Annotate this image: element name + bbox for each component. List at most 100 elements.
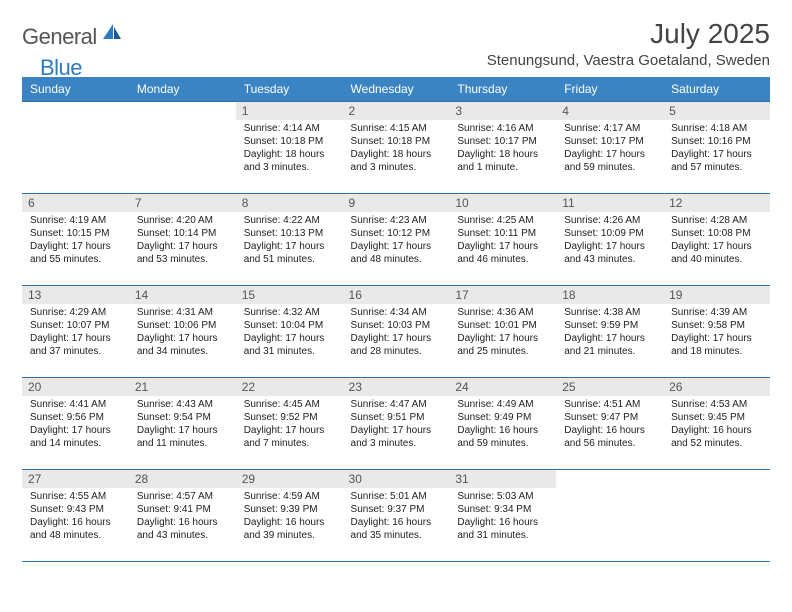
day-header: Thursday (449, 77, 556, 102)
daylight-text: Daylight: 17 hours and 7 minutes. (244, 424, 337, 450)
calendar-day: 8Sunrise: 4:22 AMSunset: 10:13 PMDayligh… (236, 194, 343, 286)
calendar-day: 25 Sunrise: 4:51 AMSunset: 9:47 PMDayligh… (556, 378, 663, 470)
day-details: Sunrise: 4:16 AMSunset: 10:17 PMDaylight… (455, 122, 550, 174)
day-number: 6 (22, 194, 129, 212)
day-number: 29 (236, 470, 343, 488)
day-number: 16 (343, 286, 450, 304)
day-details: Sunrise: 4:38 AMSunset: 9:59 PMDaylight:… (562, 306, 657, 358)
day-number: 26 (663, 378, 770, 396)
sunrise-text: Sunrise: 4:31 AM (137, 306, 230, 319)
calendar-day: 23Sunrise: 4:47 AMSunset: 9:51 PMDayligh… (343, 378, 450, 470)
calendar-day: 2Sunrise: 4:15 AMSunset: 10:18 PMDayligh… (343, 102, 450, 194)
daylight-text: Daylight: 16 hours and 59 minutes. (457, 424, 550, 450)
daylight-text: Daylight: 17 hours and 11 minutes. (137, 424, 230, 450)
daylight-text: Daylight: 16 hours and 39 minutes. (244, 516, 337, 542)
logo: General (22, 24, 125, 50)
day-details: Sunrise: 4:51 AMSunset: 9:47 PMDaylight:… (562, 398, 657, 450)
calendar-day: 30Sunrise: 5:01 AMSunset: 9:37 PMDayligh… (343, 470, 450, 562)
sunset-text: Sunset: 10:18 PM (351, 135, 444, 148)
calendar-table: SundayMondayTuesdayWednesdayThursdayFrid… (22, 77, 770, 562)
calendar-day: 31 Sunrise: 5:03 AMSunset: 9:34 PMDayligh… (449, 470, 556, 562)
sunset-text: Sunset: 10:09 PM (564, 227, 657, 240)
sail-icon (101, 22, 123, 47)
daylight-text: Daylight: 17 hours and 25 minutes. (457, 332, 550, 358)
day-number: 25 (556, 378, 663, 396)
daylight-text: Daylight: 17 hours and 57 minutes. (671, 148, 764, 174)
header-row: General July 2025 Stenungsund, Vaestra G… (22, 18, 770, 75)
calendar-week: 1Sunrise: 4:14 AMSunset: 10:18 PMDayligh… (22, 102, 770, 194)
day-details: Sunrise: 4:31 AMSunset: 10:06 PMDaylight… (135, 306, 230, 358)
day-details: Sunrise: 4:14 AMSunset: 10:18 PMDaylight… (242, 122, 337, 174)
day-details: Sunrise: 4:28 AMSunset: 10:08 PMDaylight… (669, 214, 764, 266)
day-number: 12 (663, 194, 770, 212)
calendar-empty (22, 102, 129, 194)
day-details: Sunrise: 4:18 AMSunset: 10:16 PMDaylight… (669, 122, 764, 174)
calendar-day: 5 Sunrise: 4:18 AMSunset: 10:16 PMDayligh… (663, 102, 770, 194)
daylight-text: Daylight: 18 hours and 3 minutes. (351, 148, 444, 174)
logo-text-general: General (22, 24, 97, 50)
sunset-text: Sunset: 9:47 PM (564, 411, 657, 424)
calendar-header: SundayMondayTuesdayWednesdayThursdayFrid… (22, 77, 770, 102)
day-number: 31 (449, 470, 556, 488)
day-details: Sunrise: 5:03 AMSunset: 9:34 PMDaylight:… (455, 490, 550, 542)
sunrise-text: Sunrise: 4:14 AM (244, 122, 337, 135)
day-details: Sunrise: 4:49 AMSunset: 9:49 PMDaylight:… (455, 398, 550, 450)
sunset-text: Sunset: 10:12 PM (351, 227, 444, 240)
daylight-text: Daylight: 16 hours and 31 minutes. (457, 516, 550, 542)
day-header: Monday (129, 77, 236, 102)
daylight-text: Daylight: 17 hours and 31 minutes. (244, 332, 337, 358)
day-details: Sunrise: 4:29 AMSunset: 10:07 PMDaylight… (28, 306, 123, 358)
sunset-text: Sunset: 10:15 PM (30, 227, 123, 240)
daylight-text: Daylight: 17 hours and 21 minutes. (564, 332, 657, 358)
daylight-text: Daylight: 18 hours and 1 minute. (457, 148, 550, 174)
sunrise-text: Sunrise: 4:20 AM (137, 214, 230, 227)
day-details: Sunrise: 4:17 AMSunset: 10:17 PMDaylight… (562, 122, 657, 174)
sunset-text: Sunset: 10:07 PM (30, 319, 123, 332)
day-details: Sunrise: 4:47 AMSunset: 9:51 PMDaylight:… (349, 398, 444, 450)
daylight-text: Daylight: 18 hours and 3 minutes. (244, 148, 337, 174)
sunset-text: Sunset: 9:59 PM (564, 319, 657, 332)
daylight-text: Daylight: 17 hours and 18 minutes. (671, 332, 764, 358)
sunrise-text: Sunrise: 4:16 AM (457, 122, 550, 135)
calendar-day: 26 Sunrise: 4:53 AMSunset: 9:45 PMDayligh… (663, 378, 770, 470)
day-details: Sunrise: 4:25 AMSunset: 10:11 PMDaylight… (455, 214, 550, 266)
day-number: 5 (663, 102, 770, 120)
sunset-text: Sunset: 10:18 PM (244, 135, 337, 148)
daylight-text: Daylight: 17 hours and 40 minutes. (671, 240, 764, 266)
day-details: Sunrise: 4:53 AMSunset: 9:45 PMDaylight:… (669, 398, 764, 450)
sunset-text: Sunset: 10:11 PM (457, 227, 550, 240)
sunrise-text: Sunrise: 4:36 AM (457, 306, 550, 319)
daylight-text: Daylight: 16 hours and 48 minutes. (30, 516, 123, 542)
calendar-day: 13Sunrise: 4:29 AMSunset: 10:07 PMDaylig… (22, 286, 129, 378)
sunset-text: Sunset: 9:37 PM (351, 503, 444, 516)
calendar-week: 6Sunrise: 4:19 AMSunset: 10:15 PMDayligh… (22, 194, 770, 286)
sunset-text: Sunset: 9:52 PM (244, 411, 337, 424)
daylight-text: Daylight: 17 hours and 34 minutes. (137, 332, 230, 358)
calendar-day: 11Sunrise: 4:26 AMSunset: 10:09 PMDaylig… (556, 194, 663, 286)
sunrise-text: Sunrise: 4:51 AM (564, 398, 657, 411)
day-details: Sunrise: 4:34 AMSunset: 10:03 PMDaylight… (349, 306, 444, 358)
day-number: 9 (343, 194, 450, 212)
sunset-text: Sunset: 10:17 PM (564, 135, 657, 148)
calendar-day: 7Sunrise: 4:20 AMSunset: 10:14 PMDayligh… (129, 194, 236, 286)
daylight-text: Daylight: 17 hours and 48 minutes. (351, 240, 444, 266)
sunset-text: Sunset: 10:04 PM (244, 319, 337, 332)
daylight-text: Daylight: 16 hours and 43 minutes. (137, 516, 230, 542)
day-number: 11 (556, 194, 663, 212)
calendar-day: 29Sunrise: 4:59 AMSunset: 9:39 PMDayligh… (236, 470, 343, 562)
daylight-text: Daylight: 16 hours and 52 minutes. (671, 424, 764, 450)
day-header: Saturday (663, 77, 770, 102)
day-details: Sunrise: 4:41 AMSunset: 9:56 PMDaylight:… (28, 398, 123, 450)
day-number: 8 (236, 194, 343, 212)
calendar-body: 1Sunrise: 4:14 AMSunset: 10:18 PMDayligh… (22, 102, 770, 562)
daylight-text: Daylight: 17 hours and 55 minutes. (30, 240, 123, 266)
daylight-text: Daylight: 17 hours and 3 minutes. (351, 424, 444, 450)
day-number: 15 (236, 286, 343, 304)
daylight-text: Daylight: 17 hours and 14 minutes. (30, 424, 123, 450)
sunrise-text: Sunrise: 4:29 AM (30, 306, 123, 319)
sunrise-text: Sunrise: 4:15 AM (351, 122, 444, 135)
calendar-day: 20Sunrise: 4:41 AMSunset: 9:56 PMDayligh… (22, 378, 129, 470)
calendar-empty (556, 470, 663, 562)
day-details: Sunrise: 4:36 AMSunset: 10:01 PMDaylight… (455, 306, 550, 358)
month-title: July 2025 (487, 18, 770, 50)
